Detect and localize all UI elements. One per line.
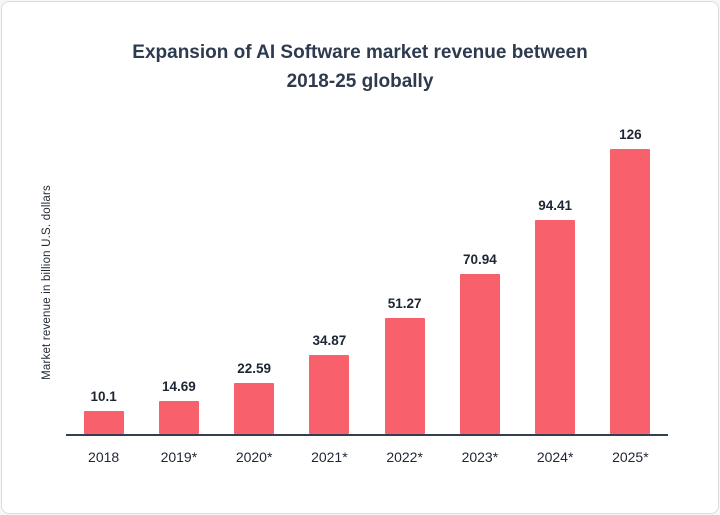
bar [83, 410, 124, 434]
bar-value-label: 126 [619, 126, 642, 142]
bar [384, 317, 425, 434]
bar-column: 34.87 [292, 333, 367, 434]
bar-value-label: 14.69 [161, 378, 196, 394]
chart-title: Expansion of AI Software market revenue … [2, 38, 718, 97]
x-tick-label: 2025* [612, 448, 649, 465]
bar-column: 14.69 [141, 379, 216, 434]
x-tick-label: 2020* [235, 448, 273, 465]
bar [309, 354, 350, 434]
bar-column: 51.27 [367, 296, 442, 434]
bar-column: 70.94 [442, 252, 517, 434]
x-tick-label: 2024* [536, 448, 574, 465]
bar-value-label: 70.94 [462, 251, 497, 267]
x-tick-label: 2019* [160, 448, 198, 465]
bar [459, 273, 500, 434]
bar-value-label: 51.27 [387, 295, 422, 311]
y-axis-label: Market revenue in billion U.S. dollars [41, 185, 53, 381]
bars-container: 10.1 14.69 22.59 34.87 51.27 70.94 94.41 126 [66, 121, 668, 436]
bar [610, 148, 651, 434]
bar [234, 382, 275, 434]
x-tick-label: 2018 [88, 448, 120, 465]
chart-title-line1: Expansion of AI Software market revenue … [132, 42, 588, 63]
bar-column: 10.1 [66, 389, 141, 434]
x-axis-labels: 2018 2019* 2020* 2021* 2022* 2023* 2024* 2025* [66, 436, 668, 465]
bar [158, 400, 199, 434]
x-tick-label: 2023* [461, 448, 499, 465]
x-tick-label: 2021* [311, 448, 348, 465]
bar-column: 94.41 [518, 198, 593, 434]
x-tick-label: 2022* [386, 448, 423, 465]
bar-value-label: 94.41 [538, 197, 573, 213]
chart-title-line2: 2018-25 globally [286, 71, 434, 93]
bar [535, 219, 576, 434]
bar-value-label: 34.87 [312, 332, 347, 348]
bar-column: 22.59 [217, 361, 292, 434]
y-axis: Market revenue in billion U.S. dollars [28, 121, 66, 465]
bar-chart: Market revenue in billion U.S. dollars 1… [28, 121, 668, 465]
bar-column: 126 [593, 127, 668, 434]
bar-value-label: 10.1 [90, 388, 117, 404]
plot-area: 10.1 14.69 22.59 34.87 51.27 70.94 94.41 126 20… [66, 121, 668, 465]
bar-value-label: 22.59 [237, 360, 272, 376]
